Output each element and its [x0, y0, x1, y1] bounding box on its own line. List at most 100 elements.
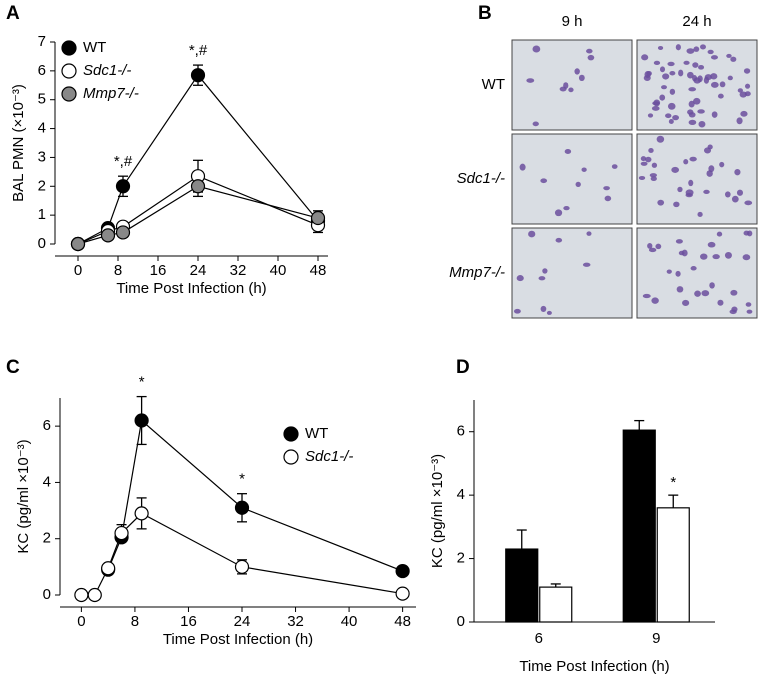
y-tick-label: 2 — [38, 177, 46, 194]
cell — [737, 88, 743, 93]
cell — [698, 64, 705, 70]
series-line — [107, 419, 403, 572]
legend-label: WT — [305, 425, 328, 442]
x-tick-label: 0 — [74, 262, 82, 279]
cell — [526, 78, 535, 83]
x-tick-label: 8 — [131, 613, 139, 630]
x-tick-label: 40 — [341, 613, 358, 630]
cell — [564, 149, 572, 154]
cell — [516, 275, 524, 282]
cell — [719, 81, 726, 88]
cell — [719, 161, 725, 168]
cell — [686, 48, 695, 54]
cell — [688, 179, 694, 187]
y-axis-label: BAL PMN (×10⁻³) — [10, 84, 27, 202]
x-axis-label: Time Post Infection (h) — [116, 280, 266, 297]
cell — [532, 45, 541, 53]
row-label: Sdc1-/- — [457, 170, 505, 187]
panel-label: A — [6, 3, 20, 24]
cell — [736, 189, 744, 196]
cell — [703, 189, 710, 195]
micrograph — [636, 227, 758, 319]
cell — [730, 56, 737, 62]
column-label: 24 h — [682, 13, 711, 30]
cell — [692, 62, 699, 68]
x-tick-label: 16 — [150, 262, 167, 279]
annotation: *,# — [189, 42, 208, 59]
cell — [725, 191, 731, 198]
x-tick-label: 40 — [270, 262, 287, 279]
cell — [676, 286, 684, 293]
x-tick-label: 6 — [535, 630, 543, 647]
cell — [640, 156, 647, 162]
bar — [656, 507, 690, 623]
cell — [650, 176, 657, 182]
cell — [586, 231, 592, 236]
cell — [740, 110, 748, 117]
y-tick-label: 6 — [38, 62, 46, 79]
x-tick-label: 24 — [190, 262, 207, 279]
cell — [678, 69, 684, 77]
column-label: 9 h — [562, 13, 583, 30]
cell — [665, 113, 672, 119]
marker — [234, 500, 250, 515]
x-tick-label: 9 — [652, 630, 660, 647]
cell — [662, 73, 670, 80]
cell — [709, 282, 715, 289]
cell — [675, 270, 681, 277]
legend-marker — [61, 63, 77, 79]
bar — [622, 429, 656, 623]
cell — [578, 74, 585, 82]
cell — [587, 54, 595, 61]
cell — [653, 60, 661, 66]
cell — [538, 276, 546, 281]
cell — [726, 53, 732, 58]
cell — [697, 109, 705, 114]
cell — [604, 195, 612, 202]
cell — [653, 99, 661, 107]
cell — [689, 156, 697, 162]
cell — [717, 299, 724, 306]
cell — [745, 302, 752, 307]
marker — [101, 561, 116, 576]
cell — [640, 161, 648, 166]
y-tick-label: 4 — [38, 120, 46, 137]
marker — [87, 587, 102, 603]
y-axis-label: KC (pg/ml ×10⁻³) — [429, 454, 446, 568]
x-tick-label: 48 — [394, 613, 411, 630]
cell — [575, 181, 581, 187]
y-tick-label: 7 — [38, 33, 46, 50]
cell — [675, 44, 681, 51]
cell — [651, 297, 659, 304]
cell — [742, 254, 751, 261]
x-tick-label: 48 — [310, 262, 327, 279]
cell — [693, 97, 701, 105]
cell — [730, 289, 738, 296]
cell — [528, 230, 536, 238]
marker — [70, 236, 86, 252]
marker — [115, 225, 131, 240]
y-tick-label: 6 — [43, 417, 51, 434]
cell — [667, 61, 675, 67]
annotation: * — [139, 374, 145, 391]
marker — [114, 525, 129, 541]
cell — [645, 156, 652, 163]
marker — [395, 586, 410, 601]
cell — [659, 94, 666, 101]
cell — [661, 85, 667, 90]
annotation: * — [239, 471, 245, 488]
panel-label: C — [6, 357, 20, 378]
cell — [688, 100, 695, 108]
cell — [734, 168, 741, 176]
annotation: *,# — [114, 153, 133, 170]
cell — [542, 268, 548, 274]
cell — [582, 262, 591, 267]
cell — [727, 75, 733, 81]
marker — [134, 506, 149, 521]
x-tick-label: 16 — [180, 613, 197, 630]
legend-label: WT — [83, 39, 106, 56]
marker — [395, 563, 410, 579]
legend-label: Sdc1-/- — [305, 448, 353, 465]
cell — [688, 119, 697, 125]
